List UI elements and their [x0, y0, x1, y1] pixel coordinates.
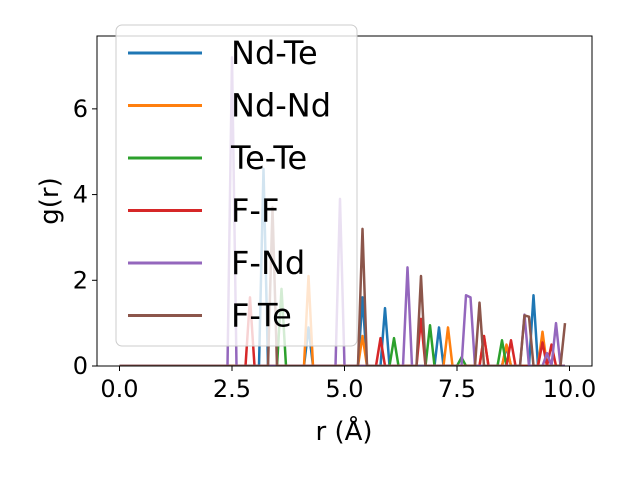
- x-tick-label: 5.0: [325, 375, 363, 403]
- legend-label: F-Nd: [231, 244, 305, 282]
- x-tick-label: 7.5: [438, 375, 476, 403]
- x-tick-label: 10.0: [543, 375, 596, 403]
- y-axis-label: g(r): [35, 177, 65, 224]
- series-line-f-te: [119, 206, 567, 366]
- series-line-te-te: [119, 287, 565, 366]
- y-tick-label: 6: [73, 95, 88, 123]
- y-tick-label: 2: [73, 266, 88, 294]
- y-tick-label: 0: [73, 352, 88, 380]
- legend-label: Nd-Nd: [231, 87, 331, 125]
- series-line-nd-te: [119, 167, 565, 366]
- ticks-layer: 0.0 2.5 5.0 7.5 10.0 0 2 4 6: [73, 95, 597, 403]
- x-tick-label: 0.0: [100, 375, 138, 403]
- series-line-f-nd: [119, 56, 565, 366]
- y-tick-label: 4: [73, 181, 88, 209]
- legend-label: F-F: [231, 192, 279, 230]
- legend-label: F-Te: [231, 297, 292, 335]
- series-layer: [119, 56, 567, 366]
- legend-label: Te-Te: [230, 139, 307, 177]
- legend-label: Nd-Te: [231, 34, 318, 72]
- x-axis-label: r (Å): [315, 415, 372, 447]
- x-tick-label: 2.5: [213, 375, 251, 403]
- legend: Nd-Te Nd-Nd Te-Te F-F F-Nd F-Te: [115, 24, 358, 347]
